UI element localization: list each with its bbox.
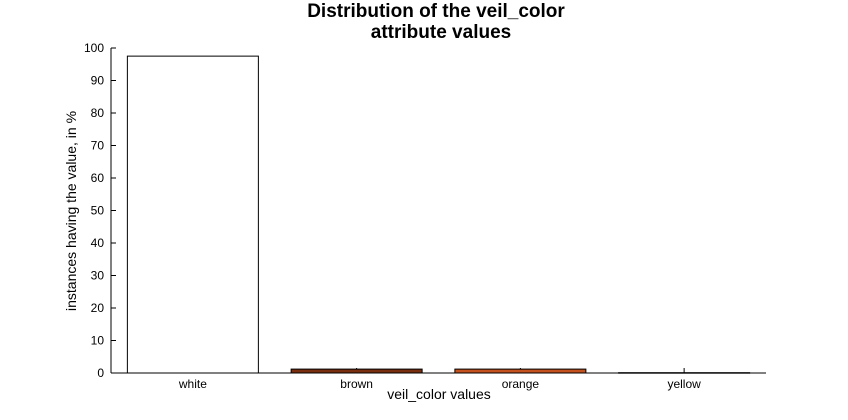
axis-ticks: 0 10 20 30 40 50 60 70 80 90 100 white brown orange ye…: [84, 41, 701, 391]
bar-orange: [454, 368, 587, 374]
y-tick-label: 10: [91, 334, 105, 348]
y-tick-label: 20: [91, 301, 105, 315]
bar-white: [126, 55, 259, 374]
y-axis-label: instances having the value, in %: [63, 111, 79, 311]
bars: [126, 55, 751, 374]
x-tick-label-orange: orange: [502, 377, 540, 391]
x-axis-label: veil_color values: [387, 386, 491, 402]
y-tick-label: 0: [97, 366, 104, 380]
bar-brown: [290, 368, 423, 374]
y-tick-label: 70: [91, 139, 105, 153]
axes: [110, 48, 766, 374]
chart-title-line-1: Distribution of the veil_color: [307, 1, 565, 22]
x-tick-label-white: white: [178, 377, 207, 391]
y-tick-label: 90: [91, 74, 105, 88]
x-tick-label-yellow: yellow: [667, 377, 701, 391]
y-tick-label: 50: [91, 204, 105, 218]
y-tick-label: 100: [84, 41, 104, 55]
x-tick-label-brown: brown: [340, 377, 373, 391]
chart-title-line-2: attribute values: [371, 22, 511, 43]
y-tick-label: 60: [91, 171, 105, 185]
y-tick-label: 30: [91, 269, 105, 283]
y-tick-label: 40: [91, 236, 105, 250]
y-tick-label: 80: [91, 106, 105, 120]
